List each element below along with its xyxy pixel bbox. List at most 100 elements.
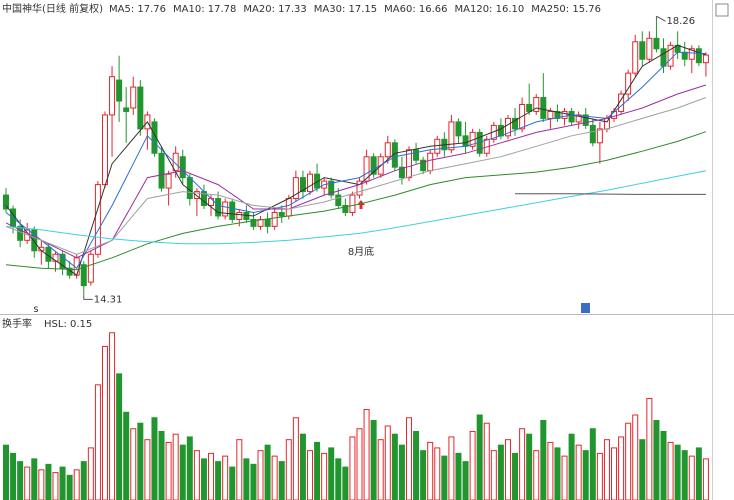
volume-bar	[59, 466, 66, 500]
candle-body	[271, 211, 278, 227]
volume-bar	[314, 441, 321, 500]
volume-bar	[377, 439, 384, 500]
volume-bar	[391, 433, 398, 500]
volume-bar	[243, 458, 250, 500]
volume-bar	[441, 455, 448, 500]
candle-body	[165, 173, 172, 189]
volume-bar	[695, 447, 702, 500]
candle-body	[363, 156, 370, 182]
volume-bar	[540, 419, 547, 500]
volume-bar	[144, 439, 151, 500]
volume-bar	[137, 422, 144, 500]
candle-body	[405, 149, 412, 179]
volume-bar	[264, 444, 271, 500]
candle-body	[526, 103, 533, 112]
candle-body	[681, 51, 688, 60]
volume-bar	[45, 463, 52, 500]
volume-bar	[363, 409, 370, 500]
candle-body	[384, 142, 391, 158]
candle-body	[299, 177, 306, 193]
candle-body	[695, 48, 702, 64]
volume-bar	[420, 450, 427, 500]
volume-bar	[229, 466, 236, 500]
candle-body	[568, 110, 575, 123]
volume-bar	[398, 444, 405, 500]
candle-body	[370, 156, 377, 175]
candle-body	[625, 72, 632, 95]
window-button[interactable]	[715, 3, 729, 17]
candle-body	[462, 135, 469, 147]
ma-line	[5, 84, 707, 259]
volume-bar	[3, 444, 9, 500]
volume-bar	[681, 450, 688, 500]
event-icon[interactable]: s	[33, 304, 38, 315]
candle-body	[264, 218, 271, 227]
volume-bar	[504, 439, 511, 500]
volume-bar	[321, 452, 328, 500]
candle-body	[101, 114, 108, 186]
volume-bar	[462, 461, 469, 500]
volume-bar	[611, 447, 618, 500]
volume-bar	[490, 450, 497, 500]
volume-bar	[497, 444, 504, 500]
volume-bar	[603, 439, 610, 500]
volume-bar	[200, 458, 207, 500]
volume-title: 换手率	[2, 317, 32, 330]
volume-bar	[526, 433, 533, 500]
candle-body	[307, 173, 314, 193]
legend-entry: MA5: 17.76	[109, 4, 166, 15]
volume-bar	[688, 455, 695, 500]
volume-label: HSL: 0.15	[44, 319, 92, 330]
volume-bar	[405, 417, 412, 500]
candle-body	[130, 86, 137, 109]
legend-entry: MA120: 16.10	[455, 4, 525, 15]
volume-bar	[215, 461, 222, 500]
volume-bar	[568, 433, 575, 500]
volume-bar	[596, 452, 603, 500]
volume-bar	[165, 441, 172, 500]
legend-entry: MA20: 17.33	[243, 4, 306, 15]
candle-body	[59, 253, 66, 269]
candle-body	[314, 173, 321, 189]
volume-bar	[646, 398, 653, 500]
volume-bar	[222, 455, 229, 500]
candle-body	[632, 41, 639, 74]
volume-bar	[561, 455, 568, 500]
note-arrow	[357, 200, 365, 209]
candle-body	[137, 86, 144, 130]
candle-body	[109, 76, 116, 116]
low-label: 14.31	[94, 294, 123, 305]
volume-bar	[589, 428, 596, 500]
candle-body	[193, 191, 200, 200]
candle-body	[561, 110, 568, 119]
candle-body	[540, 97, 547, 119]
volume-bar	[151, 417, 158, 500]
event-icon[interactable]	[581, 303, 590, 313]
volume-bar	[299, 433, 306, 500]
volume-bar	[356, 428, 363, 500]
volume-bar	[172, 433, 179, 500]
volume-bar	[87, 447, 94, 500]
volume-bar	[554, 447, 561, 500]
volume-bar	[31, 458, 38, 500]
volume-bar	[370, 419, 377, 500]
volume-bar	[17, 461, 24, 500]
candle-body	[547, 110, 554, 119]
volume-bar	[250, 463, 257, 500]
candle-body	[420, 159, 427, 172]
candle-body	[504, 117, 511, 137]
candle-body	[448, 121, 455, 151]
volume-bar	[483, 422, 490, 500]
volume-bar	[632, 414, 639, 500]
candle-body	[250, 218, 257, 227]
volume-bar	[547, 441, 554, 500]
volume-bar	[512, 452, 519, 500]
volume-bar	[10, 452, 17, 500]
volume-bar	[130, 428, 137, 500]
candle-body	[667, 44, 674, 67]
volume-bar	[24, 466, 31, 500]
volume-bar	[427, 441, 434, 500]
candle-body	[186, 177, 193, 200]
